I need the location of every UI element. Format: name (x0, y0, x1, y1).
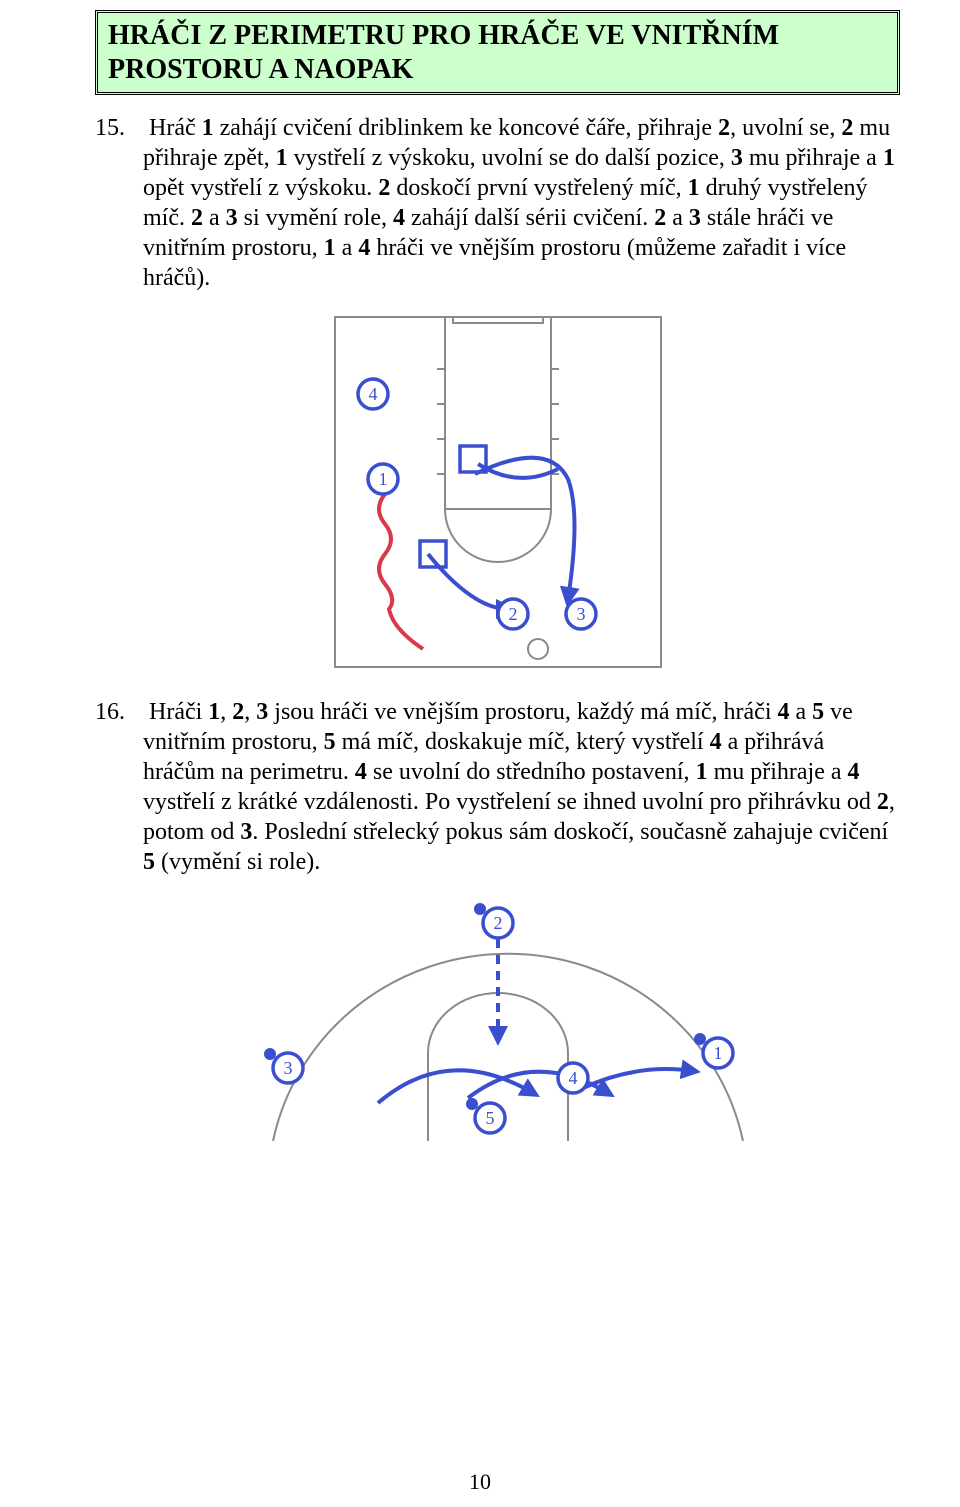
svg-text:1: 1 (378, 469, 387, 489)
item-body: Hráč 1 zahájí cvičení driblinkem ke konc… (143, 115, 895, 291)
page-number: 10 (0, 1469, 960, 1495)
svg-text:4: 4 (568, 1068, 577, 1088)
diagram-15: 4 1 2 3 (95, 309, 900, 669)
item-number: 16. (95, 699, 125, 725)
court-diagram-icon: 4 1 2 3 (333, 309, 663, 669)
svg-text:2: 2 (493, 913, 502, 933)
title-box: HRÁČI Z PERIMETRU PRO HRÁČE VE VNITŘNÍM … (95, 10, 900, 95)
svg-text:3: 3 (283, 1058, 292, 1078)
page: HRÁČI Z PERIMETRU PRO HRÁČE VE VNITŘNÍM … (0, 0, 960, 1507)
item-body: Hráči 1, 2, 3 jsou hráči ve vnějším pros… (143, 699, 895, 875)
svg-text:3: 3 (576, 604, 585, 624)
svg-text:4: 4 (368, 384, 377, 404)
svg-text:5: 5 (485, 1108, 494, 1128)
page-title: HRÁČI Z PERIMETRU PRO HRÁČE VE VNITŘNÍM … (108, 19, 887, 86)
svg-text:2: 2 (508, 604, 517, 624)
paragraph-16: 16. Hráči 1, 2, 3 jsou hráči ve vnějším … (95, 697, 900, 877)
court-diagram-icon: 2 3 1 4 5 (233, 893, 763, 1143)
svg-text:1: 1 (713, 1043, 722, 1063)
paragraph-15: 15. Hráč 1 zahájí cvičení driblinkem ke … (95, 113, 900, 293)
diagram-16: 2 3 1 4 5 (95, 893, 900, 1143)
item-number: 15. (95, 115, 125, 141)
